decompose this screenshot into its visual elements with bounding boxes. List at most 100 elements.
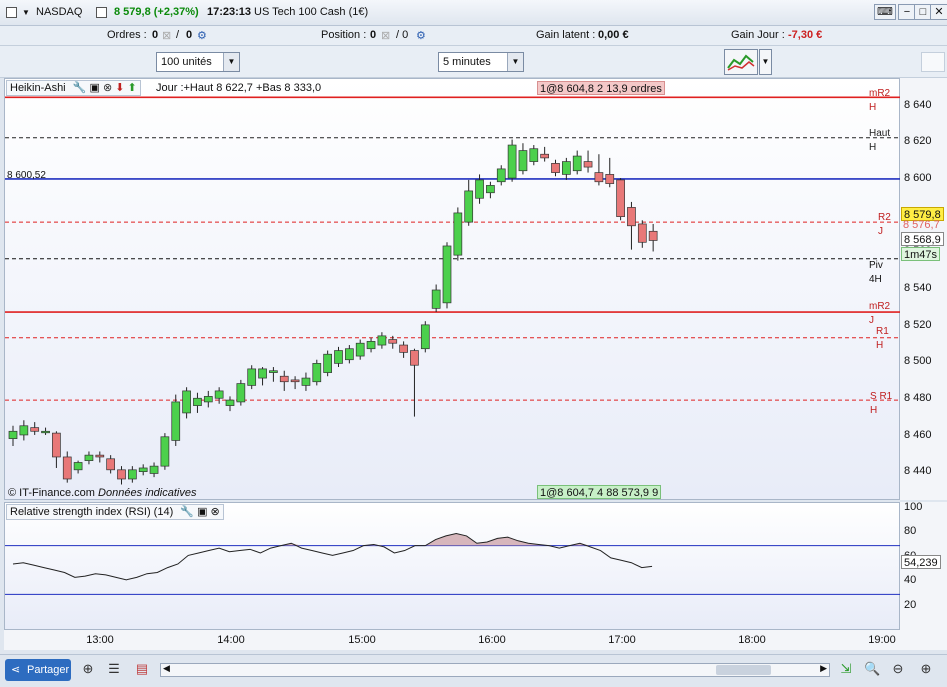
- chart-type-icon: [727, 54, 755, 71]
- day-range-info: Jour :+Haut 8 622,7 +Bas 8 333,0: [156, 82, 322, 94]
- candle-body: [236, 383, 246, 403]
- orders-slash: /: [176, 29, 180, 41]
- candle-body: [616, 179, 625, 217]
- scroll-left-icon[interactable]: ◀: [163, 663, 170, 673]
- candle-body: [366, 341, 376, 350]
- candle-body: [258, 368, 267, 379]
- zoom-custom-icon[interactable]: 🔍: [864, 661, 881, 676]
- candle-body: [323, 353, 332, 373]
- arrow-down-icon[interactable]: ⬇: [115, 82, 125, 94]
- price-level-tag-2: 8 568,9: [901, 232, 944, 246]
- zoom-fit-icon[interactable]: ⇲: [840, 661, 852, 676]
- level-label-s1h: S R1 H: [870, 391, 893, 416]
- candle-body: [117, 469, 126, 480]
- top-orders-badge[interactable]: 1@8 604,8 2 13,9 ordres: [537, 81, 665, 95]
- rsi-tick: 100: [904, 501, 923, 514]
- close-circle-icon[interactable]: ⊗: [210, 506, 220, 518]
- indicator-icon[interactable]: ▤: [135, 661, 149, 676]
- rsi-tick: 40: [904, 574, 917, 587]
- candle-body: [475, 179, 484, 199]
- candle-body: [214, 390, 224, 399]
- rsi-axis: 10080604020 54,239: [900, 501, 947, 630]
- candle-body: [30, 427, 40, 432]
- position-close-icon[interactable]: ⊠: [381, 30, 391, 42]
- candle-body: [410, 350, 419, 366]
- level-label-haut: Haut H: [869, 128, 891, 153]
- window-icon[interactable]: ▣: [197, 506, 208, 518]
- candle-body: [486, 185, 495, 194]
- price-chart[interactable]: Heikin-Ashi 🔧 ▣ ⊗ ⬇ ⬆ Jour :+Haut 8 622,…: [4, 78, 901, 500]
- current-price-tag: 8 579,8: [901, 207, 944, 221]
- price-tick: 8 520: [904, 318, 932, 331]
- bottom-orders-badge[interactable]: 1@8 604,7 4 88 573,9 9: [537, 485, 662, 499]
- scroll-up-button[interactable]: [921, 52, 945, 72]
- position-slash: / 0: [396, 29, 409, 41]
- candle-body: [605, 174, 615, 184]
- copyright-text: © IT-Finance.com: [8, 487, 95, 499]
- candle-body: [345, 348, 354, 361]
- instrument-name: NASDAQ: [36, 6, 83, 18]
- chart-type-header[interactable]: Heikin-Ashi 🔧 ▣ ⊗ ⬇ ⬆: [6, 80, 141, 96]
- wrench-icon[interactable]: 🔧: [72, 82, 87, 94]
- candle-body: [648, 230, 658, 241]
- chevron-down-icon[interactable]: ▼: [507, 53, 523, 71]
- close-circle-icon[interactable]: ⊗: [102, 82, 113, 94]
- candle-body: [225, 399, 235, 406]
- candle-body: [160, 436, 170, 467]
- chart-type-button[interactable]: [724, 49, 758, 75]
- candle-body: [496, 168, 506, 183]
- orders-cancel-icon[interactable]: ⊠: [162, 30, 172, 42]
- candle-body: [431, 289, 441, 309]
- rsi-panel[interactable]: Relative strength index (RSI) (14) 🔧 ▣ ⊗: [4, 502, 901, 630]
- time-tick: 13:00: [86, 634, 114, 646]
- candle-body: [464, 190, 474, 223]
- price-checkbox[interactable]: [96, 7, 107, 18]
- orders-value: 0: [152, 29, 159, 41]
- arrow-up-icon[interactable]: ⬆: [127, 82, 137, 94]
- gain-latent-label: Gain latent :: [536, 29, 596, 41]
- time-axis[interactable]: 13:00 14:00 15:00 16:00 17:00 18:00 19:00: [4, 630, 947, 650]
- position-settings-icon[interactable]: ⚙: [416, 30, 426, 42]
- share-button[interactable]: ⋖ Partager: [5, 659, 71, 681]
- candle-body: [442, 245, 452, 304]
- window-icon[interactable]: ▣: [89, 82, 100, 94]
- crosshair-icon[interactable]: ⊕: [82, 661, 94, 676]
- zoom-out-icon[interactable]: ⊖: [892, 661, 904, 676]
- top-orders-text: 1@8 604,8 2 13,9: [540, 83, 628, 95]
- price-tick: 8 600: [904, 171, 932, 184]
- bottom-toolbar: ⋖ Partager ⊕ ☰ ▤ ◀ ▶ ⇲ 🔍 ⊖ ⊕: [0, 654, 947, 687]
- price-tick: 8 640: [904, 98, 932, 111]
- zoom-in-icon[interactable]: ⊕: [920, 661, 932, 676]
- candle-body: [41, 430, 50, 434]
- candle-body: [193, 397, 202, 406]
- rsi-header[interactable]: Relative strength index (RSI) (14) 🔧 ▣ ⊗: [6, 504, 224, 520]
- rsi-title: Relative strength index (RSI) (14): [10, 506, 174, 518]
- level-label-r2j: R2 J: [878, 212, 891, 237]
- orders-settings-icon[interactable]: ⚙: [197, 30, 207, 42]
- account-info-bar: Ordres : 0 ⊠ / 0 ⚙ Position : 0 ⊠ / 0 ⚙ …: [0, 26, 947, 46]
- time-scrollbar[interactable]: ◀ ▶: [160, 663, 830, 677]
- dropdown-arrow-icon[interactable]: ▼: [22, 8, 30, 17]
- instrument-checkbox[interactable]: [6, 7, 17, 18]
- close-button[interactable]: ✕: [930, 4, 947, 20]
- bottom-orders-text: 1@8 604,7 4 8: [540, 487, 613, 499]
- timeframe-select[interactable]: 5 minutes ▼: [438, 52, 524, 72]
- rsi-canvas: [5, 532, 901, 595]
- quantity-select[interactable]: 100 unités ▼: [156, 52, 240, 72]
- scroll-right-icon[interactable]: ▶: [820, 663, 827, 673]
- keyboard-icon[interactable]: ⌨: [874, 4, 896, 20]
- candle-body: [420, 324, 430, 350]
- candle-body: [84, 454, 94, 461]
- level-label-piv4h: Piv 4H: [869, 260, 883, 285]
- timeframe-value: 5 minutes: [443, 56, 491, 68]
- time-tick: 15:00: [348, 634, 376, 646]
- list-icon[interactable]: ☰: [108, 661, 120, 676]
- chevron-down-icon[interactable]: ▼: [223, 53, 239, 71]
- chart-type-dropdown[interactable]: ▼: [759, 49, 772, 75]
- wrench-icon[interactable]: 🔧: [180, 506, 194, 518]
- scroll-thumb[interactable]: [716, 665, 771, 675]
- rsi-line: [12, 532, 653, 581]
- candle-body: [290, 379, 300, 383]
- time-tick: 18:00: [738, 634, 766, 646]
